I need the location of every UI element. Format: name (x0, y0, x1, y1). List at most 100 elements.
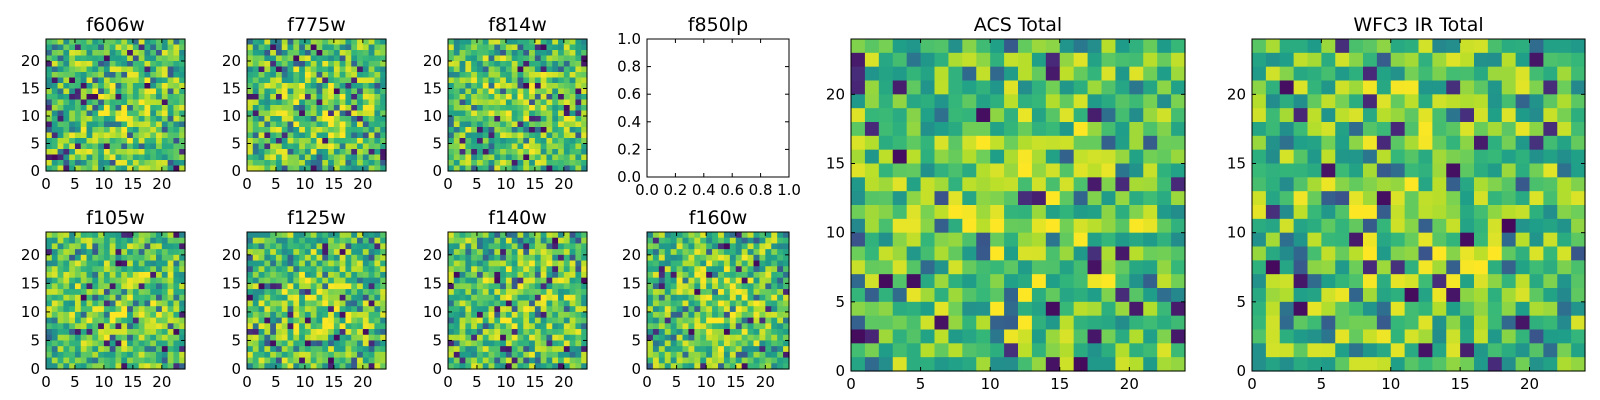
heatmap-cell (150, 243, 157, 250)
heatmap-cell (771, 346, 778, 353)
heatmap-cell (275, 83, 283, 90)
heatmap-cell (380, 39, 387, 46)
heatmap-cell (173, 323, 180, 330)
heatmap-cell (759, 311, 766, 319)
heatmap-cell (540, 334, 548, 342)
heatmap-cell (275, 249, 283, 256)
heatmap-cell (664, 237, 672, 245)
heatmap-cell (1157, 52, 1172, 68)
heatmap-cell (374, 165, 381, 172)
heatmap-cell (57, 121, 64, 128)
heatmap-cell (878, 52, 894, 68)
heatmap-cell (706, 294, 713, 302)
heatmap-cell (976, 39, 991, 54)
heatmap-cell (670, 357, 678, 364)
heatmap-cell (1157, 39, 1172, 54)
heatmap-cell (103, 311, 111, 319)
heatmap-cell (247, 329, 254, 336)
heatmap-cell (287, 105, 294, 112)
heatmap-cell (173, 300, 180, 307)
heatmap-cell (63, 317, 70, 324)
heatmap-cell (161, 237, 169, 245)
heatmap-cell (1157, 94, 1172, 109)
heatmap-cell (115, 346, 122, 353)
heatmap-cell (920, 108, 936, 123)
heatmap-cell (511, 237, 519, 245)
heatmap-cell (1101, 232, 1117, 248)
heatmap-cell (459, 232, 466, 239)
heatmap-cell (304, 165, 312, 172)
heatmap-cell (558, 340, 565, 347)
heatmap-cell (275, 44, 283, 51)
heatmap-cell (258, 110, 265, 117)
heatmap-cell (517, 165, 524, 172)
heatmap-cell (57, 329, 64, 336)
heatmap-cell (179, 66, 186, 73)
heatmap-cell (670, 323, 678, 330)
heatmap-cell (1031, 108, 1047, 123)
heatmap-cell (247, 39, 254, 46)
heatmap-cell (362, 317, 370, 324)
heatmap-cell (1004, 177, 1019, 192)
heatmap-cell (380, 254, 387, 262)
heatmap-cell (328, 283, 335, 290)
heatmap-cell (505, 357, 513, 364)
heatmap-cell (380, 138, 387, 145)
heatmap-cell (374, 154, 381, 161)
heatmap-cell (380, 300, 387, 307)
heatmap-cell (448, 116, 455, 123)
heatmap-cell (581, 300, 588, 307)
heatmap-cell (1265, 39, 1281, 54)
heatmap-cell (1349, 52, 1364, 68)
heatmap-cell (293, 127, 300, 134)
heatmap-cell (156, 249, 163, 256)
heatmap-cell (167, 39, 175, 46)
heatmap-cell (783, 232, 790, 239)
heatmap-cell (63, 149, 70, 156)
heatmap-cell (161, 317, 169, 324)
heatmap-cell (540, 149, 548, 156)
heatmap-cell (664, 271, 672, 279)
heatmap-cell (534, 311, 542, 319)
heatmap-cell (540, 266, 548, 273)
heatmap-cell (252, 77, 260, 84)
heatmap-cell (299, 306, 306, 313)
heatmap-cell (476, 289, 484, 296)
heatmap-cell (1115, 260, 1130, 275)
heatmap-cell (138, 105, 146, 112)
heatmap-cell (523, 294, 530, 302)
heatmap-cell (494, 77, 501, 84)
heatmap-cell (471, 88, 478, 95)
x-tick-label: 20 (353, 175, 372, 193)
heatmap-cell (920, 149, 936, 165)
heatmap-cell (293, 249, 300, 256)
heatmap-cell (488, 88, 495, 95)
heatmap-cell (362, 44, 370, 51)
heatmap-cell (552, 334, 559, 342)
heatmap-cell (741, 271, 749, 279)
heatmap-cell (488, 83, 495, 90)
heatmap-cell (115, 127, 122, 134)
heatmap-cell (482, 266, 490, 273)
heatmap-cell (476, 50, 484, 57)
heatmap-cell (150, 311, 157, 319)
heatmap-cell (270, 127, 277, 134)
heatmap-cell (179, 44, 186, 51)
heatmap-cell (729, 334, 737, 342)
heatmap-cell (138, 340, 146, 347)
heatmap-cell (529, 55, 536, 62)
heatmap-cell (569, 346, 577, 353)
heatmap-cell (351, 243, 358, 250)
heatmap-cell (581, 306, 588, 313)
heatmap-cell (275, 55, 283, 62)
heatmap-cell (494, 237, 501, 245)
heatmap-cell (682, 363, 690, 370)
heatmap-cell (80, 294, 88, 302)
heatmap-cell (488, 357, 495, 364)
heatmap-cell (322, 329, 329, 336)
x-tick-label: 0 (242, 373, 252, 391)
heatmap-cell (892, 80, 908, 95)
heatmap-cell (368, 346, 376, 353)
heatmap-cell (465, 329, 472, 336)
